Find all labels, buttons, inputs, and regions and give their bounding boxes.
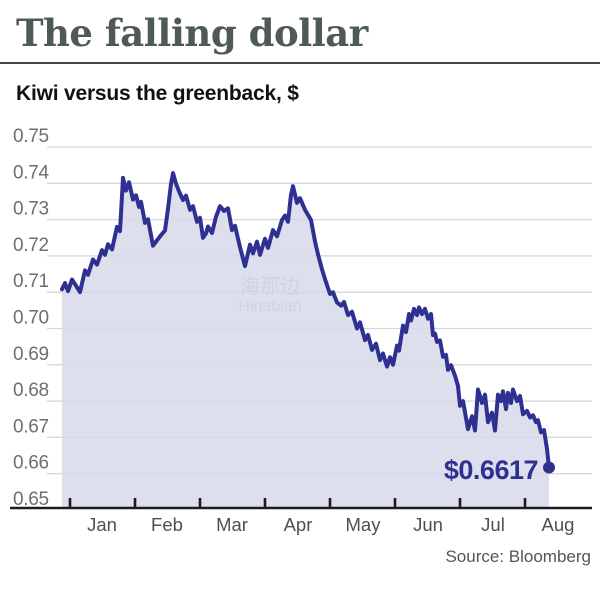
title-rule [0, 62, 600, 64]
y-tick-label: 0.75 [13, 126, 49, 147]
y-tick-label: 0.67 [13, 416, 49, 437]
y-tick-label: 0.74 [13, 162, 50, 183]
end-dot [543, 461, 555, 474]
x-tick-label: Feb [151, 514, 183, 535]
y-tick-label: 0.70 [13, 308, 49, 329]
x-tick-label: Mar [216, 514, 248, 535]
y-tick-label: 0.72 [13, 235, 49, 256]
x-tick-label: May [346, 514, 382, 535]
x-tick-label: Aug [542, 514, 575, 535]
page-title: The falling dollar [16, 11, 368, 55]
x-tick-label: Jan [87, 514, 117, 535]
x-tick-label: Apr [284, 514, 313, 535]
y-tick-label: 0.73 [13, 199, 49, 220]
source-credit: Source: Bloomberg [445, 547, 591, 566]
chart-subtitle: Kiwi versus the greenback, $ [16, 82, 299, 105]
price-area [62, 173, 549, 508]
y-tick-label: 0.65 [13, 489, 49, 510]
x-tick-label: Jun [413, 514, 443, 535]
y-tick-label: 0.68 [13, 380, 49, 401]
x-tick-label: Jul [481, 514, 505, 535]
y-tick-label: 0.66 [13, 453, 49, 474]
value-annotation: $0.6617 [444, 455, 538, 485]
y-tick-label: 0.71 [13, 271, 49, 292]
price-line [60, 171, 551, 470]
y-tick-label: 0.69 [13, 344, 49, 365]
